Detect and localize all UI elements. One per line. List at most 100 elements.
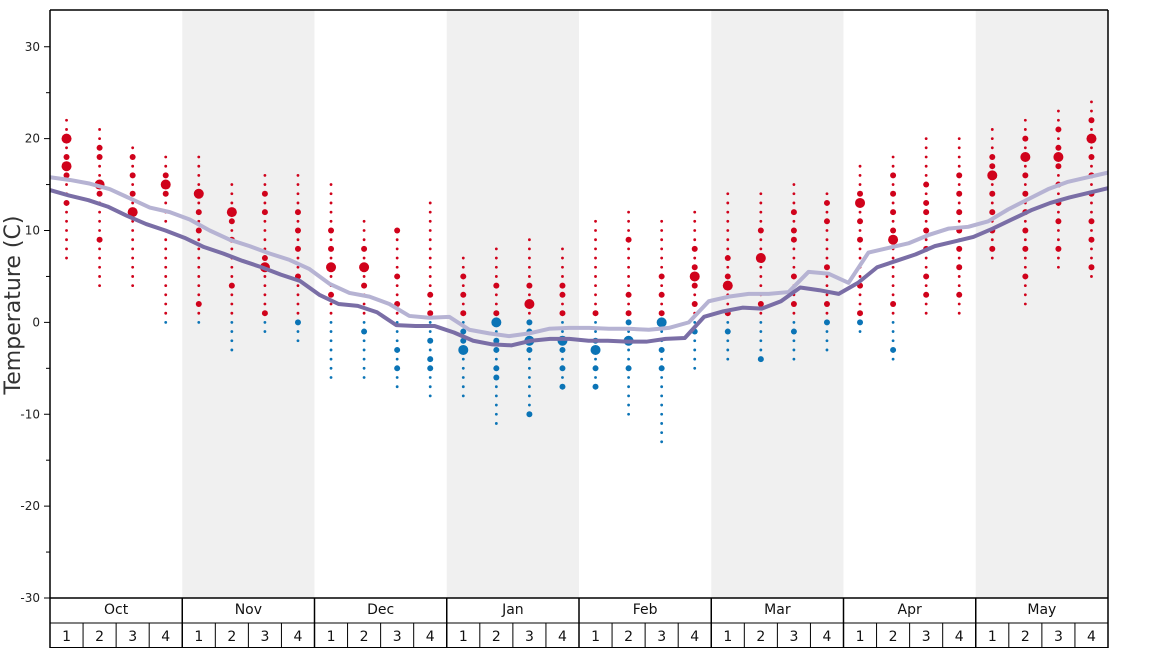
temp-dot	[1020, 152, 1031, 162]
temp-dot	[660, 238, 664, 242]
temp-dot	[362, 275, 366, 278]
temp-dot	[594, 265, 597, 269]
temp-dot	[792, 339, 796, 343]
temp-dot	[131, 146, 135, 150]
temp-dot	[790, 236, 797, 243]
temp-dot	[164, 155, 168, 159]
temp-dot	[162, 190, 169, 197]
temp-dot	[427, 356, 434, 363]
temp-dot	[296, 330, 300, 333]
temp-dot	[724, 255, 731, 262]
temp-dot	[263, 320, 267, 324]
temp-dot	[759, 192, 763, 196]
temp-dot	[329, 201, 333, 205]
temp-dot	[296, 265, 300, 269]
temp-dot	[891, 320, 895, 324]
temp-dot	[526, 282, 533, 289]
temp-dot	[197, 265, 201, 269]
temp-dot	[96, 154, 103, 160]
temp-dot	[197, 256, 201, 260]
temp-dot	[461, 256, 465, 260]
temp-dot	[494, 357, 498, 361]
temp-dot	[891, 265, 895, 269]
temp-dot	[857, 236, 864, 243]
temp-dot	[197, 173, 201, 177]
temp-dot	[823, 218, 830, 225]
temp-dot	[792, 192, 796, 196]
temp-dot	[561, 357, 564, 361]
temp-dot	[361, 328, 368, 335]
temp-dot	[660, 256, 664, 260]
temp-dot	[296, 293, 300, 297]
temp-dot	[65, 183, 68, 186]
week-label: 2	[756, 629, 765, 645]
temp-dot	[990, 146, 994, 150]
temp-dot	[461, 385, 465, 389]
temp-dot	[263, 284, 267, 288]
temp-dot	[891, 275, 895, 278]
temp-dot	[428, 238, 432, 242]
y-tick-label: -30	[20, 591, 40, 605]
temp-dot	[428, 330, 432, 333]
week-label: 3	[1054, 629, 1063, 645]
temp-dot	[759, 311, 763, 315]
temp-dot	[726, 302, 730, 306]
temp-dot	[294, 209, 301, 216]
temp-dot	[362, 238, 366, 242]
temp-dot	[230, 293, 234, 297]
temp-dot	[693, 229, 697, 232]
temp-dot	[65, 256, 68, 260]
temp-dot	[261, 310, 268, 317]
temp-dot	[61, 161, 72, 172]
temp-dot	[627, 348, 630, 352]
temp-dot	[461, 265, 465, 269]
temp-dot	[528, 394, 531, 398]
temp-dot	[98, 219, 101, 223]
temp-dot	[693, 366, 697, 370]
temp-dot	[825, 238, 829, 242]
temp-dot	[891, 284, 895, 288]
temp-dot	[561, 275, 564, 278]
week-label: 2	[492, 629, 501, 645]
temp-dot	[726, 192, 730, 196]
temp-dot	[957, 275, 961, 278]
temp-dot	[98, 229, 101, 232]
temp-dot	[528, 265, 531, 269]
y-tick-label: -20	[20, 499, 40, 513]
temp-dot	[1023, 284, 1027, 288]
temp-dot	[691, 282, 698, 289]
temp-dot	[858, 183, 862, 186]
temp-dot	[197, 183, 201, 186]
temp-dot	[226, 207, 237, 218]
temp-dot	[1088, 218, 1095, 225]
temp-dot	[263, 330, 267, 333]
temp-dot	[193, 188, 204, 199]
temp-dot	[691, 301, 698, 307]
temp-dot	[395, 357, 399, 361]
temp-dot	[693, 210, 697, 214]
temp-dot	[594, 330, 597, 333]
temp-dot	[361, 282, 368, 289]
temp-dot	[164, 302, 168, 306]
temp-dot	[528, 256, 531, 260]
temp-dot	[689, 271, 700, 282]
temp-dot	[924, 164, 928, 168]
temp-dot	[131, 284, 135, 288]
temp-dot	[65, 229, 68, 232]
temp-dot	[759, 238, 763, 242]
temp-dot	[923, 227, 930, 234]
temp-dot	[328, 227, 335, 234]
temp-dot	[460, 310, 467, 317]
temp-dot	[98, 164, 101, 168]
temp-dot	[96, 190, 103, 197]
week-label: 4	[426, 629, 435, 645]
temp-dot	[493, 346, 500, 353]
temp-dot	[561, 330, 564, 333]
temp-dot	[790, 273, 797, 280]
temp-dot	[263, 302, 267, 306]
temp-dot	[1022, 172, 1029, 179]
temp-dot	[660, 412, 664, 416]
temp-dot	[395, 376, 399, 379]
temp-dot	[1090, 100, 1093, 104]
temp-dot	[561, 247, 564, 251]
